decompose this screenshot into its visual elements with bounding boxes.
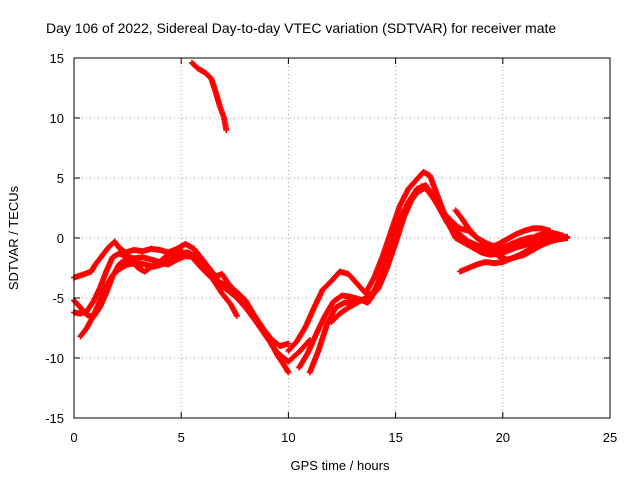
series-track-h [306, 183, 571, 376]
x-tick-label: 5 [178, 430, 185, 445]
data-layer [71, 59, 571, 376]
y-tick-label: 10 [50, 111, 64, 126]
y-tick-label: 0 [57, 231, 64, 246]
data-point [223, 127, 230, 133]
y-tick-label: 15 [50, 51, 64, 66]
ticks: 0 5 10 15 20 25 -15 -10 -5 0 5 10 15 [45, 51, 617, 445]
data-point [564, 233, 571, 240]
series-track-k [456, 233, 571, 275]
data-point [285, 369, 292, 376]
series-track-b [71, 248, 313, 365]
data-point [233, 313, 240, 319]
y-tick-label: -10 [45, 351, 64, 366]
data-point [285, 340, 292, 347]
x-tick-label: 15 [388, 430, 402, 445]
x-tick-label: 10 [281, 430, 295, 445]
y-tick-label: -5 [52, 291, 64, 306]
x-tick-label: 0 [70, 430, 77, 445]
chart-title: Day 106 of 2022, Sidereal Day-to-day VTE… [46, 20, 556, 36]
y-tick-label: 5 [57, 171, 64, 186]
series-track-d [77, 249, 240, 340]
x-axis-label: GPS time / hours [291, 458, 390, 473]
x-tick-label: 20 [496, 430, 510, 445]
x-tick-label: 25 [603, 430, 617, 445]
y-tick-label: -15 [45, 411, 64, 426]
y-axis-label: SDTVAR / TECUs [6, 185, 21, 290]
series-track-e [188, 59, 230, 133]
series-track-i [328, 184, 566, 325]
